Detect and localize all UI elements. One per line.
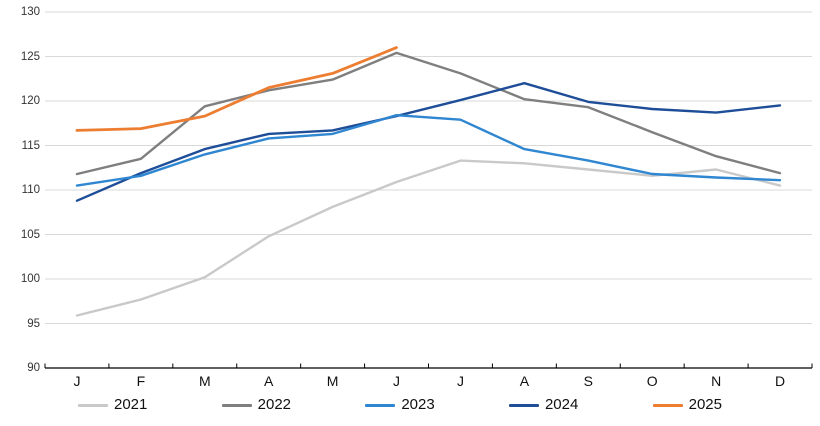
legend-item-2021: 2021	[78, 396, 147, 414]
x-axis-label: F	[136, 373, 146, 389]
y-axis-label: 130	[20, 6, 40, 18]
chart-legend: 2021 2022 2023 2024 2025	[78, 396, 722, 414]
x-axis-label: A	[519, 373, 530, 389]
legend-label: 2024	[544, 396, 579, 413]
x-axis-label: M	[326, 373, 339, 389]
x-axis-label: J	[456, 373, 464, 389]
y-axis-label: 125	[20, 50, 40, 63]
series-line-2023	[75, 113, 782, 187]
legend-label: 2023	[401, 396, 435, 413]
legend-swatch-2025	[652, 403, 683, 407]
legend-item-2024: 2024	[508, 396, 579, 414]
y-axis-label: 110	[21, 184, 40, 196]
y-axis-label: 95	[27, 317, 40, 330]
legend-swatch-2022	[221, 403, 252, 407]
y-axis-label: 100	[20, 273, 40, 285]
x-axis-label: A	[264, 373, 274, 389]
legend-label: 2022	[257, 396, 292, 413]
legend-label: 2025	[688, 396, 722, 413]
series-line-2022	[75, 51, 782, 176]
x-axis-label: O	[646, 373, 658, 389]
series-line-2025	[75, 46, 398, 132]
x-axis-label: D	[774, 373, 786, 389]
legend-item-2025: 2025	[652, 396, 722, 414]
y-axis-label: 115	[21, 139, 40, 152]
x-axis-label: N	[711, 373, 722, 389]
series-line-2021	[75, 159, 782, 317]
x-axis-label: J	[73, 373, 81, 389]
x-axis-label: M	[198, 373, 211, 389]
legend-label: 2021	[114, 396, 148, 413]
y-axis-label: 90	[27, 362, 40, 374]
legend-swatch-2023	[365, 403, 396, 407]
y-axis-label: 120	[20, 95, 40, 107]
legend-item-2023: 2023	[365, 396, 435, 414]
legend-item-2022: 2022	[221, 396, 292, 414]
legend-swatch-2024	[508, 403, 539, 407]
x-axis-label: J	[393, 373, 401, 389]
y-axis-label: 105	[20, 228, 40, 241]
series-line-2024	[75, 81, 782, 202]
legend-swatch-2021	[78, 403, 108, 407]
x-axis-label: S	[583, 373, 593, 389]
